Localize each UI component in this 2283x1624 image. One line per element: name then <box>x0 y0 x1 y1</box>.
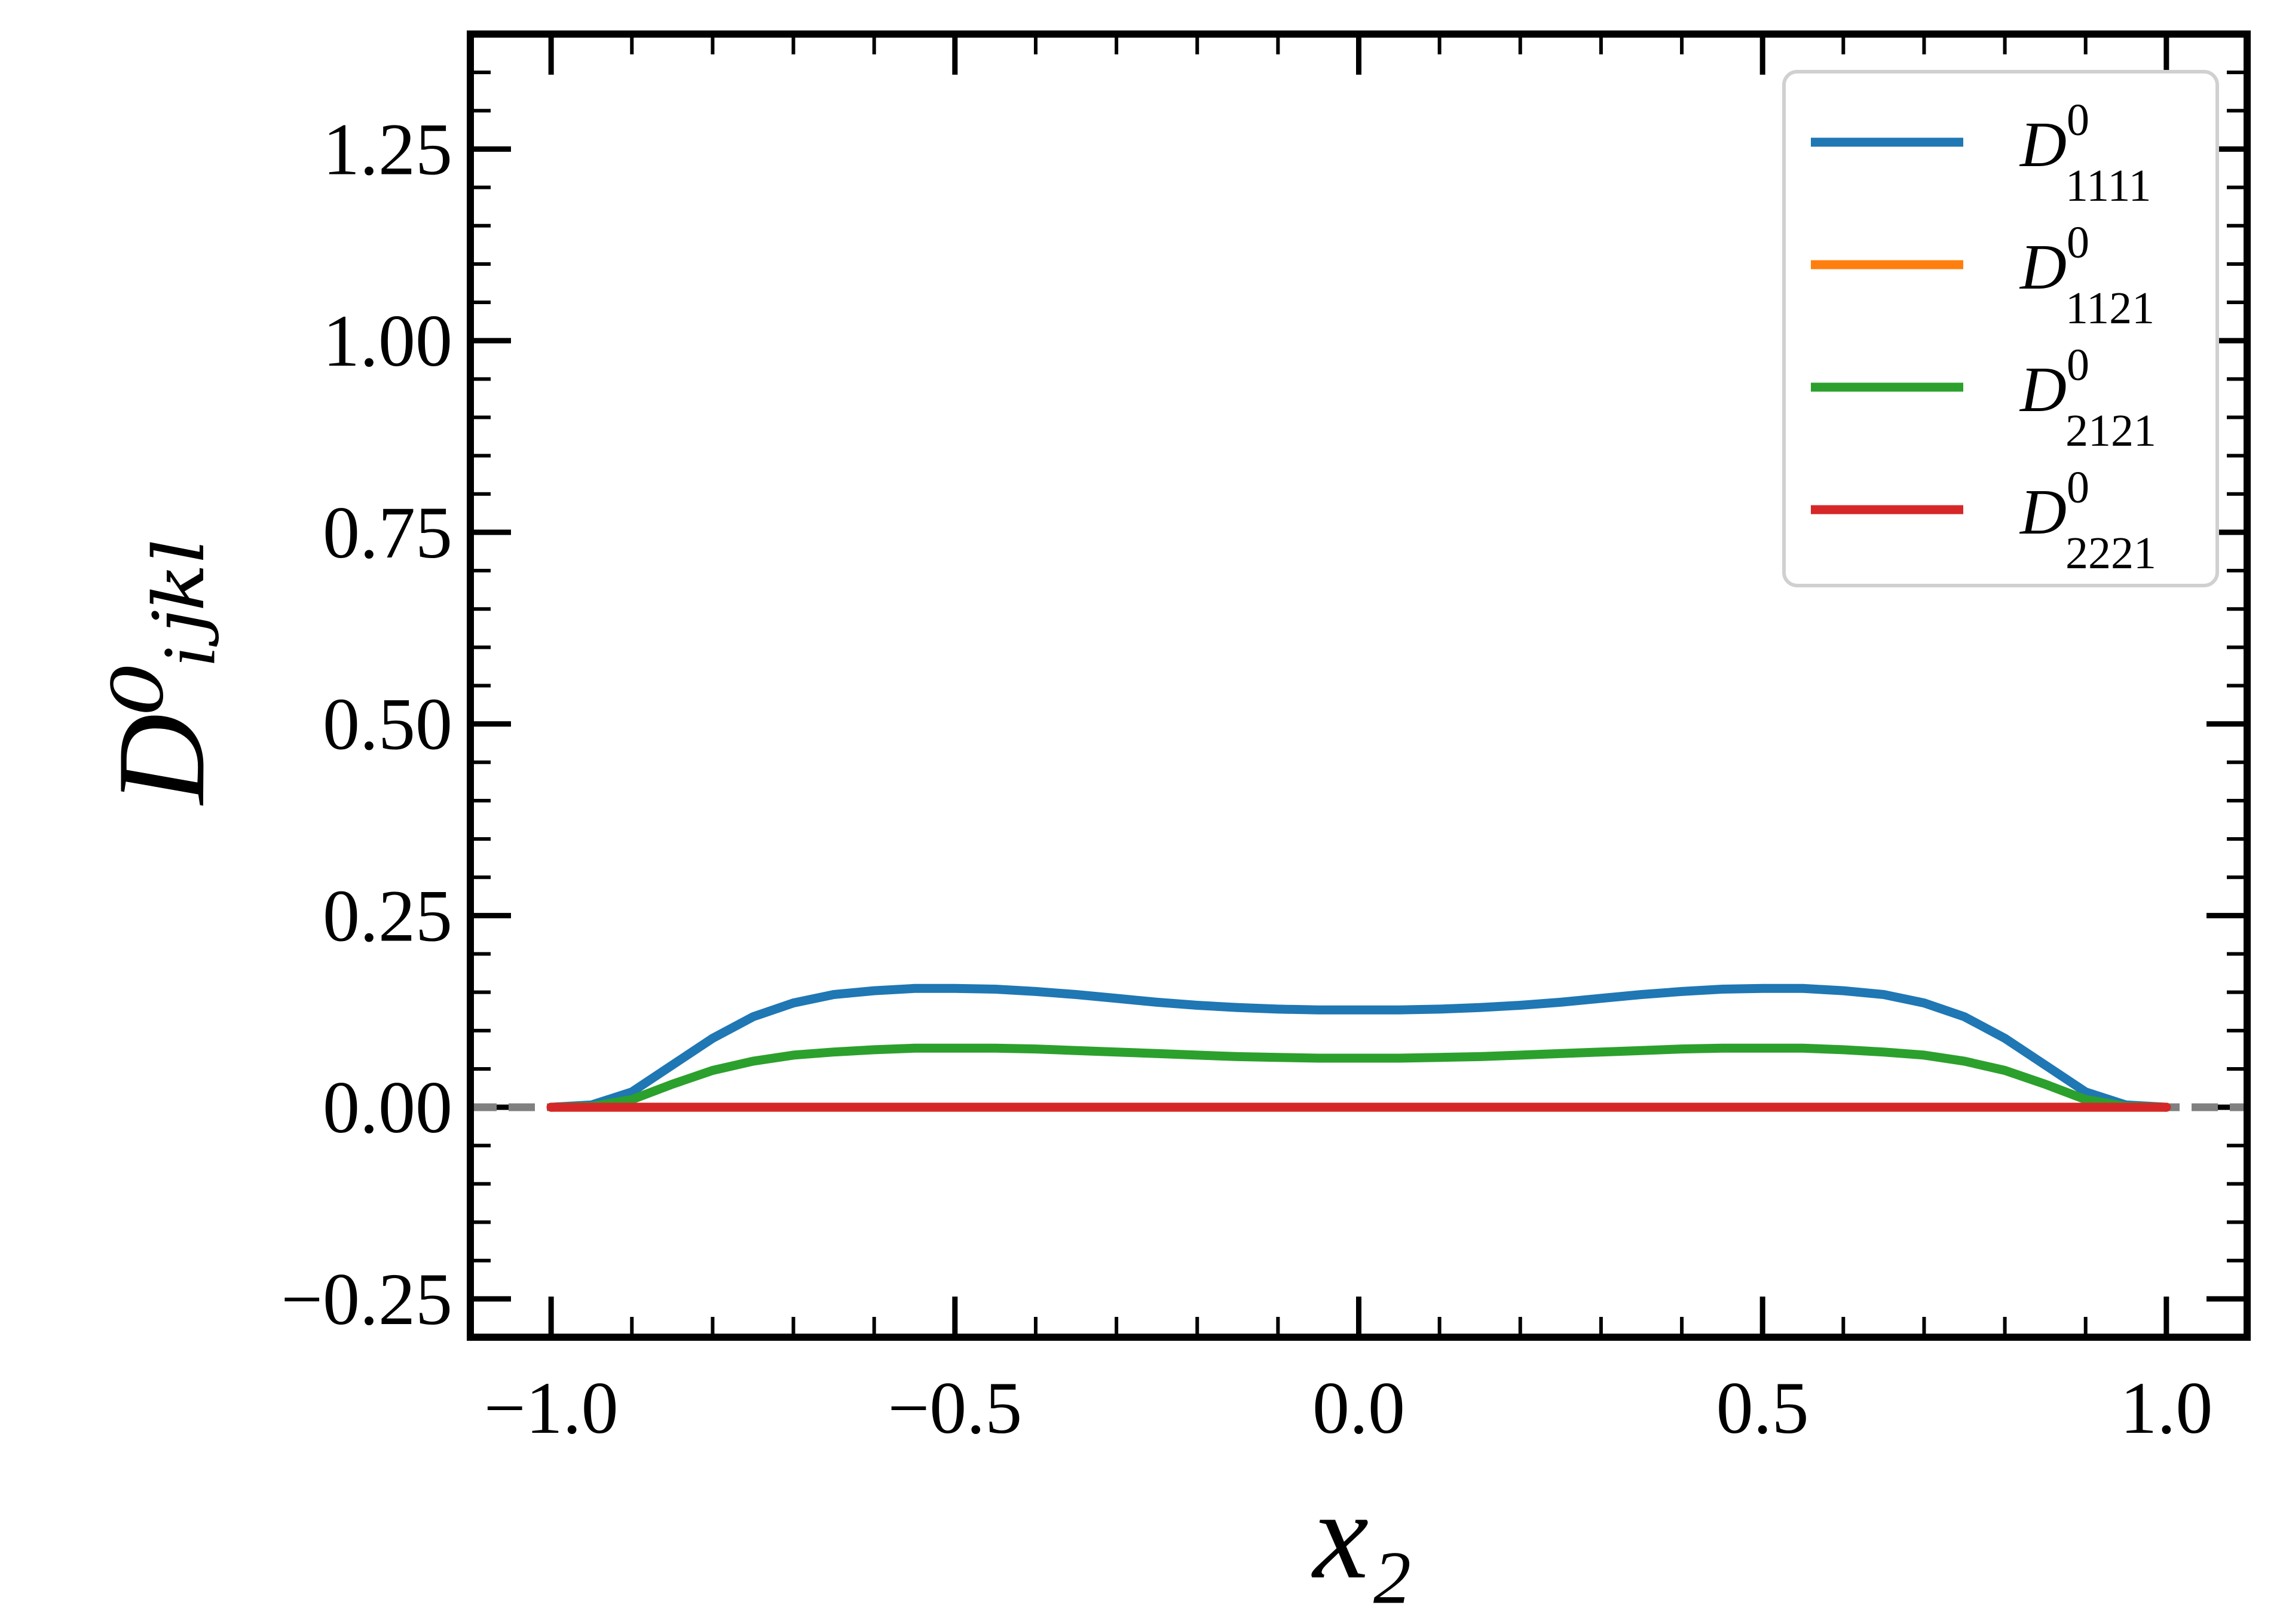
x-tick-label: 1.0 <box>2120 1367 2212 1449</box>
y-tick-label: 1.00 <box>323 300 452 382</box>
x-axis-label: x₂ <box>1311 1466 1412 1605</box>
x-tick-label: 0.0 <box>1312 1367 1405 1449</box>
series-line-2121 <box>546 1043 2171 1112</box>
axis-ticks: −1.0 −0.5 0.0 0.5 1.0 −0.25 0.00 0.25 0.50 0.75 1.… <box>281 32 2249 1449</box>
y-axis-label: D⁰ᵢⱼₖₗ <box>92 534 231 806</box>
legend-box <box>1782 70 2219 587</box>
x-tick-label: −0.5 <box>888 1367 1022 1449</box>
y-tick-label: 0.25 <box>323 875 452 957</box>
legend-label-2121: D0 2121 <box>2019 340 2156 456</box>
y-tick-label: 0.00 <box>323 1067 452 1148</box>
axes-frame <box>467 30 2251 1341</box>
legend-label-1121: D0 1121 <box>2019 217 2155 333</box>
series-line-1111 <box>546 983 2171 1112</box>
plot-frame <box>467 30 2251 1341</box>
y-tick-label: −0.25 <box>281 1258 452 1340</box>
legend-label-2221: D0 2221 <box>2019 462 2156 578</box>
plot-area <box>470 983 2247 1112</box>
y-tick-label: 0.75 <box>323 492 452 574</box>
x-tick-label: −1.0 <box>484 1367 619 1449</box>
legend-label-1111: D0 1111 <box>2019 95 2152 211</box>
y-tick-label: 0.50 <box>323 684 452 765</box>
x-tick-label: 0.5 <box>1716 1367 1809 1449</box>
y-tick-label: 1.25 <box>323 108 452 190</box>
